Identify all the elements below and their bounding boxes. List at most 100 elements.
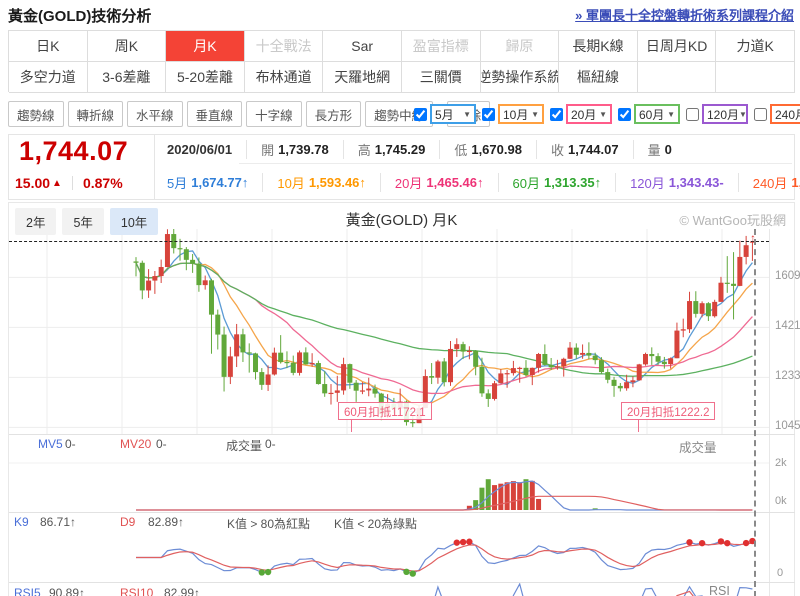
ma-120-checkbox[interactable] [686,107,699,121]
last-price: 1,744.07 [19,136,129,166]
annotation-pointer [638,420,639,432]
low-value: 1,670.98 [471,141,522,157]
d9-value: 82.89↑ [148,515,185,529]
crosshair-vline [754,229,756,596]
chevron-down-icon: ▼ [463,109,471,119]
tab-daily-k[interactable]: 日K [9,31,88,62]
promo-course-link[interactable]: » 軍團長十全控盤轉折術系列課程介紹 [575,8,794,23]
ma-60-checkbox[interactable] [618,107,631,121]
kd-axis-tick: 0 [777,567,784,579]
ma-5-selector: 5月 ▼ [414,104,476,124]
tab-bull-bear-power[interactable]: 多空力道 [9,62,88,93]
tab-contrarian-system[interactable]: 逆勢操作系統 [480,62,560,93]
watermark: © WantGoo玩股網 [679,213,786,228]
divider [239,163,792,164]
tab-longterm-k[interactable]: 長期K線 [559,31,638,62]
tab-monthly-k[interactable]: 月K [166,31,245,62]
volume-axis-tick: 2k [775,457,787,469]
ma-120-label: 120月 [630,175,665,191]
ma-10-checkbox[interactable] [482,107,495,121]
ma-120-quote: 120月 1,343.43- [615,172,724,192]
ma-10-period-select[interactable]: 10月 ▼ [498,104,544,124]
ma-5-select-value: 5月 [435,107,454,122]
rsi-chart[interactable] [9,582,769,596]
ma-20-select-value: 20月 [571,107,597,122]
close-value: 1,744.07 [567,141,619,157]
ma-240-period-select[interactable]: 240月▼ [770,104,800,124]
current-price-box: 1,744.07 15.00 ▲ 0.87% [9,135,155,199]
vertical-line-button[interactable]: 垂直線 [186,101,243,127]
tab-pivot-line[interactable]: 樞紐線 [559,62,638,93]
tab-5-20-divergence[interactable]: 5-20差離 [166,62,245,93]
ma-240-label: 240月 [752,175,788,191]
quote-date-item: 2020/06/01 [167,142,232,157]
rectangle-button[interactable]: 長方形 [305,101,362,127]
ma-selector-group: 5月▼ 10月▼ 20月▼ 60月▼ 120月▼ 240月▼ [414,104,800,124]
tab-sar[interactable]: Sar [323,31,402,62]
tab-weekly-k[interactable]: 周K [87,31,167,62]
ma-60-selector: 60月 ▼ [618,104,680,124]
mv20-value: 0- [156,437,167,451]
ma-60-quote: 60月 1,313.35↑ [497,172,601,192]
y-axis-tick: 1233 [775,370,800,382]
y-axis-tick: 1609 [775,270,800,282]
tab-profit-indicator[interactable]: 盈富指標 [401,31,481,62]
turning-line-button[interactable]: 轉折線 [67,101,124,127]
ma-120-period-select[interactable]: 120月 ▼ [702,104,748,124]
ma-5-value: 1,674.77↑ [191,174,249,190]
tab-empty-cell [716,62,795,93]
ma-20-checkbox[interactable] [550,107,563,121]
section-divider [9,434,795,435]
chevron-down-icon: ▼ [599,109,607,119]
annotation-pointer [351,420,352,432]
ma-10-label: 10月 [277,175,305,191]
tab-restore[interactable]: 歸原 [480,31,560,62]
tab-power-k[interactable]: 力道K [716,31,795,62]
horizontal-line-button[interactable]: 水平線 [127,101,183,127]
divider [71,176,73,190]
ma-240-select-value: 240月 [775,107,800,122]
chevron-down-icon: ▼ [739,109,747,119]
up-triangle-icon: ▲ [52,177,62,189]
page-title: 黃金(GOLD)技術分析 [8,8,152,25]
ma-120-value: 1,343.43- [668,174,724,190]
chevron-down-icon: ▼ [531,109,539,119]
ma-5-period-select[interactable]: 5月 ▼ [430,104,476,124]
range-10y-button[interactable]: 10年 [109,208,159,235]
cross-line-button[interactable]: 十字線 [246,101,302,127]
drawing-toolbar: 趨勢線 轉折線 水平線 垂直線 十字線 長方形 趨勢中線 清除 [8,101,491,127]
kd-red-dot-note: K值 > 80為紅點 [227,517,311,531]
volume-chart[interactable] [9,434,769,512]
ma-20-label: 20月 [394,175,423,191]
mv20-label: MV20 [120,437,152,451]
tab-three-gate-price[interactable]: 三關價 [401,62,481,93]
high-label: 高 [357,142,371,158]
ma-120-select-value: 120月 [707,107,740,122]
tab-sky-net[interactable]: 天羅地網 [323,62,402,93]
trend-mid-line-button[interactable]: 趨勢中線 [365,101,434,127]
ma-60-label: 60月 [512,175,540,191]
ma-20-quote: 20月 1,465.46↑ [379,172,484,192]
tab-ten-strategies[interactable]: 十全戰法 [244,31,324,62]
kd-chart[interactable] [9,512,769,596]
ma-10-quote: 10月 1,593.46↑ [262,172,366,192]
rsi10-label: RSI10 [120,586,154,596]
trend-line-button[interactable]: 趨勢線 [8,101,64,127]
tab-bollinger-band[interactable]: 布林通道 [244,62,324,93]
open-item: 開 1,739.78 [246,139,329,159]
open-value: 1,739.78 [278,141,329,157]
tab-3-6-divergence[interactable]: 3-6差離 [87,62,167,93]
ma-5-checkbox[interactable] [414,107,427,121]
ma-20-period-select[interactable]: 20月 ▼ [566,104,612,124]
range-5y-button[interactable]: 5年 [62,208,104,235]
ma-240-checkbox[interactable] [754,107,767,121]
ma-20-value: 1,465.46↑ [426,174,484,190]
range-2y-button[interactable]: 2年 [15,208,57,235]
main-price-chart[interactable] [9,229,769,434]
tab-day-week-month-kd[interactable]: 日周月KD [637,31,717,62]
ma-120-selector: 120月 ▼ [686,104,748,124]
ma-60-period-select[interactable]: 60月 ▼ [634,104,680,124]
price-change-percent: 0.87% [82,175,123,191]
